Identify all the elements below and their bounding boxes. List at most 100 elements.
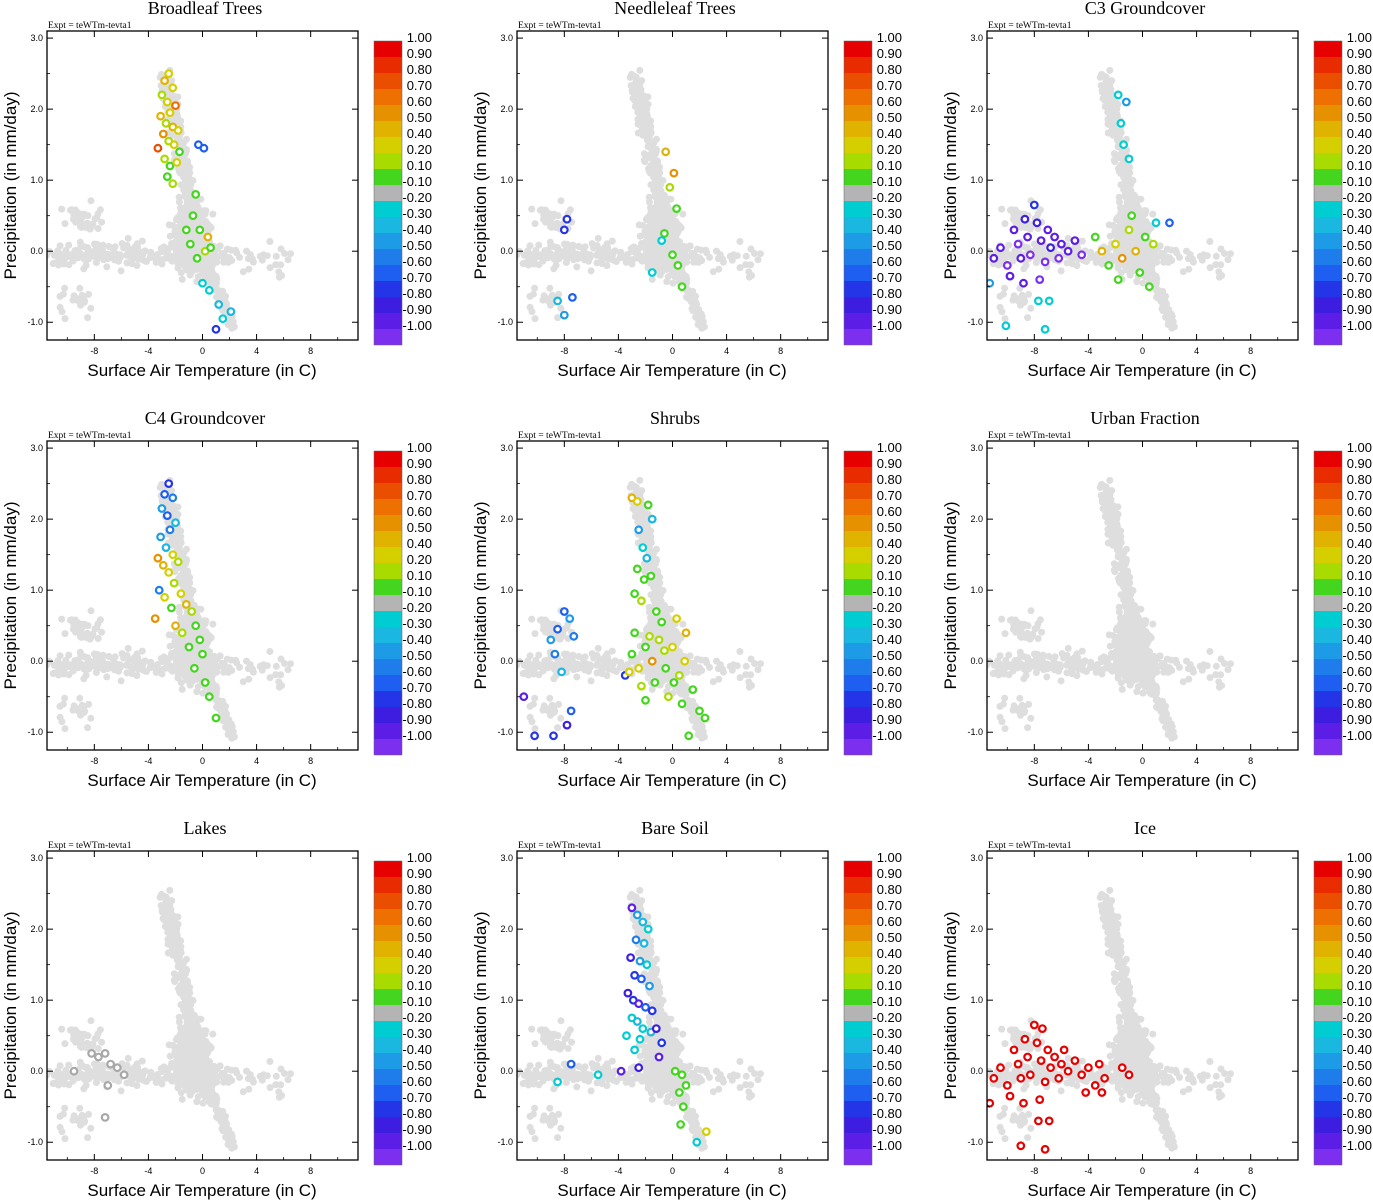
bg-point xyxy=(1159,287,1167,295)
colorbar-label: 0.60 xyxy=(1347,94,1372,109)
bg-point xyxy=(1215,273,1223,281)
data-point xyxy=(160,154,170,164)
bg-point xyxy=(554,314,562,322)
bg-point xyxy=(654,197,662,205)
bg-point xyxy=(548,223,555,231)
bg-point xyxy=(603,240,611,248)
bg-point xyxy=(177,215,185,223)
data-point xyxy=(198,278,207,288)
bg-point xyxy=(524,247,532,255)
bg-point xyxy=(94,635,102,642)
x-tick-label: -8 xyxy=(90,756,98,766)
data-points xyxy=(150,479,221,723)
data-point xyxy=(160,592,170,602)
colorbar-label: 0.80 xyxy=(877,62,902,77)
data-point xyxy=(996,243,1005,253)
bg-point xyxy=(1122,171,1130,179)
data-point xyxy=(1050,232,1059,242)
bg-point xyxy=(547,241,555,249)
bg-point xyxy=(128,666,136,674)
y-tick-label: 1.0 xyxy=(30,175,43,185)
bg-point xyxy=(210,277,218,285)
colorbar-label: 0.20 xyxy=(407,552,432,567)
bg-point xyxy=(713,247,720,255)
colorbar-swatch xyxy=(374,169,402,185)
data-point xyxy=(1040,257,1050,267)
bg-point xyxy=(58,615,66,623)
bg-point xyxy=(1108,107,1116,114)
bg-point xyxy=(87,607,95,615)
bg-point xyxy=(1001,315,1009,323)
bg-point xyxy=(546,284,554,292)
bg-point xyxy=(225,721,233,729)
data-point xyxy=(1054,253,1064,263)
bg-point xyxy=(76,252,84,260)
colorbar-label: -0.10 xyxy=(872,174,902,189)
colorbar-swatch xyxy=(374,563,402,579)
bg-point xyxy=(175,193,183,201)
colorbar-swatch xyxy=(1314,329,1342,345)
colorbar-frame xyxy=(1313,40,1343,346)
data-point xyxy=(669,168,679,178)
colorbar-label: 0.50 xyxy=(407,110,432,125)
y-tick-label: 0.0 xyxy=(30,246,43,256)
data-point xyxy=(198,649,207,659)
bg-point xyxy=(647,117,655,125)
data-point xyxy=(1124,225,1134,235)
bg-point xyxy=(173,249,181,257)
colorbar-swatch xyxy=(374,595,402,611)
bg-point xyxy=(539,257,547,265)
bg-point xyxy=(133,650,141,658)
bg-point xyxy=(1129,219,1137,226)
colorbar-label: 0.70 xyxy=(1347,78,1372,93)
data-point xyxy=(1009,225,1019,235)
colorbar-label: -0.60 xyxy=(1342,254,1372,269)
data-point xyxy=(161,118,171,128)
bg-point xyxy=(148,662,156,670)
bg-point xyxy=(184,663,192,671)
bg-point xyxy=(105,652,113,660)
bg-point xyxy=(189,219,197,226)
points xyxy=(517,66,764,332)
colorbar-label: -0.90 xyxy=(872,302,902,317)
colorbar-label: 0.10 xyxy=(407,158,432,173)
colorbar-label: 0.50 xyxy=(1347,110,1372,125)
bg-point xyxy=(258,256,266,264)
bg-point xyxy=(998,205,1006,213)
bg-point xyxy=(1073,262,1081,270)
data-point xyxy=(203,232,213,242)
bg-point xyxy=(77,651,85,659)
data-points xyxy=(153,69,236,334)
bg-point xyxy=(99,251,107,259)
bg-point xyxy=(680,252,688,260)
colorbar-label: -1.00 xyxy=(872,318,902,333)
bg-point xyxy=(998,255,1006,263)
bg-point xyxy=(709,268,717,276)
bg-point xyxy=(277,261,285,269)
bg-point xyxy=(1115,151,1123,159)
bg-point xyxy=(111,243,119,251)
bg-point xyxy=(183,135,190,143)
colorbar-swatch xyxy=(1314,313,1342,329)
colorbar-swatch xyxy=(1314,57,1342,73)
bg-point xyxy=(50,669,58,677)
bg-point xyxy=(140,247,148,255)
colorbar-label: -0.40 xyxy=(402,222,432,237)
bg-point xyxy=(275,273,283,281)
bg-point xyxy=(553,219,561,227)
colorbar-label: -0.40 xyxy=(872,222,902,237)
data-point xyxy=(150,614,160,624)
bg-point xyxy=(84,314,92,322)
bg-point xyxy=(684,244,692,252)
colorbar-frame xyxy=(373,450,403,756)
bg-point xyxy=(245,265,253,273)
bg-point xyxy=(1026,225,1034,233)
bg-point xyxy=(608,237,616,245)
bg-point xyxy=(642,124,650,132)
bg-point xyxy=(1098,260,1106,268)
bg-point xyxy=(569,251,577,259)
data-point xyxy=(165,108,175,118)
bg-point xyxy=(1179,268,1187,276)
y-axis-label: Precipitation (in mm/day) xyxy=(941,91,960,279)
expt-label: Expt = teWTm-tevta1 xyxy=(48,21,132,31)
